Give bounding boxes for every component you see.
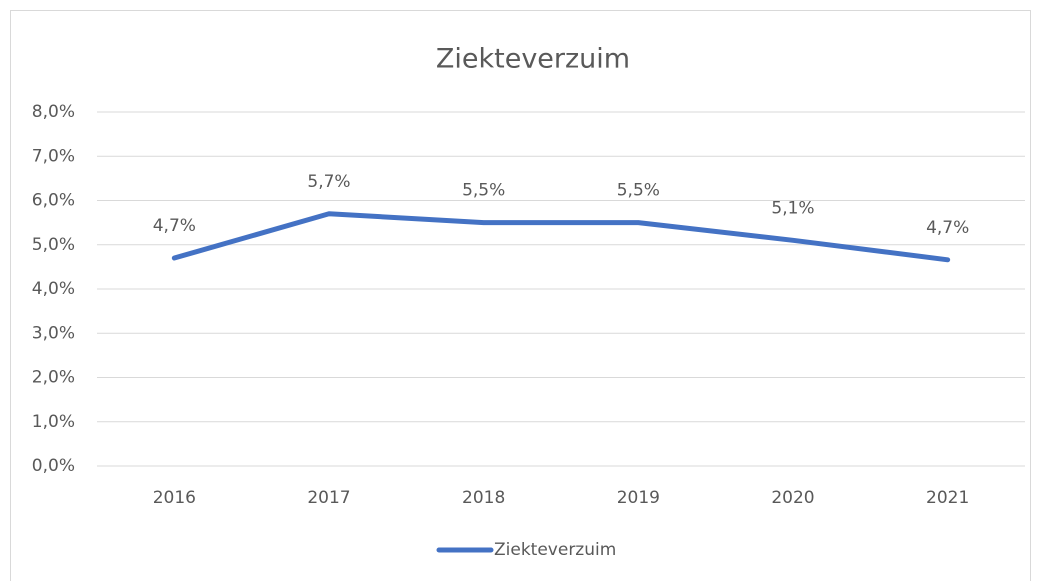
y-tick-label: 2,0% (32, 368, 75, 388)
series-line (171, 211, 951, 263)
y-tick-label: 0,0% (32, 456, 75, 476)
x-tick-label: 2020 (771, 488, 814, 508)
data-label: 5,5% (462, 181, 505, 201)
data-label: 4,7% (926, 218, 969, 238)
x-tick-label: 2019 (617, 488, 660, 508)
y-tick-label: 8,0% (32, 102, 75, 122)
x-tick-label: 2021 (926, 488, 969, 508)
data-label: 5,1% (771, 198, 814, 218)
y-tick-label: 3,0% (32, 323, 75, 343)
data-label: 4,7% (153, 216, 196, 236)
data-label: 5,5% (617, 181, 660, 201)
data-label: 5,7% (307, 172, 350, 192)
y-tick-label: 4,0% (32, 279, 75, 299)
y-tick-label: 7,0% (32, 146, 75, 166)
y-tick-label: 1,0% (32, 412, 75, 432)
y-tick-label: 6,0% (32, 191, 75, 211)
legend-label: Ziekteverzuim (494, 540, 616, 560)
x-tick-label: 2017 (307, 488, 350, 508)
chart-frame (10, 10, 1031, 581)
x-tick-label: 2016 (153, 488, 196, 508)
x-tick-label: 2018 (462, 488, 505, 508)
y-tick-label: 5,0% (32, 235, 75, 255)
chart-title: Ziekteverzuim (436, 44, 630, 75)
